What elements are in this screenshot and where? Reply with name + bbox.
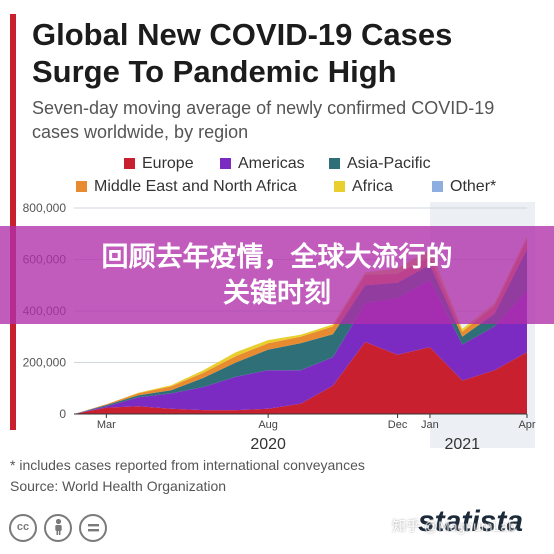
source-note: Source: World Health Organization [10, 478, 227, 494]
x-tick-label: Aug [258, 419, 278, 431]
chart-subtitle-line1: Seven-day moving average of newly confir… [32, 98, 495, 118]
accent-bar [10, 14, 16, 430]
statista-logo[interactable]: statista [418, 505, 524, 538]
x-tick-label: Apr [518, 419, 535, 431]
y-tick-label: 800,000 [23, 201, 67, 215]
chart-title: Global New COVID-19 Cases Surge To Pande… [32, 16, 542, 90]
equals-glyph [87, 524, 99, 532]
area-series-europe [74, 341, 527, 414]
year-label: 2020 [250, 436, 286, 453]
legend-swatch-americas [220, 158, 231, 169]
cc-icon[interactable]: cc [9, 514, 37, 542]
y-tick-label: 200,000 [23, 356, 67, 370]
banner-line1: 回顾去年疫情，全球大流行的 [101, 242, 453, 273]
x-tick-label: Mar [97, 419, 116, 431]
legend-swatch-africa [334, 181, 345, 192]
legend-label-americas: Americas [238, 155, 305, 172]
headline-banner: 回顾去年疫情，全球大流行的 关键时刻 [0, 226, 554, 324]
watermark: 知乎 @MagnumLab [392, 518, 516, 534]
legend-swatch-europe [124, 158, 135, 169]
banner-text: 回顾去年疫情，全球大流行的 关键时刻 [0, 240, 554, 312]
y-tick-label: 0 [59, 407, 66, 421]
year-label: 2021 [444, 436, 480, 453]
chart-title-line1: Global New COVID-19 Cases [32, 17, 453, 52]
x-tick-label: Dec [388, 419, 408, 431]
person-glyph [54, 518, 62, 535]
legend-label-mena: Middle East and North Africa [94, 178, 297, 195]
legend-swatch-mena [76, 181, 87, 192]
chart-title-line2: Surge To Pandemic High [32, 54, 397, 89]
chart-subtitle: Seven-day moving average of newly confir… [32, 96, 542, 144]
legend-label-africa: Africa [352, 178, 393, 195]
banner-line2: 关键时刻 [223, 278, 331, 309]
by-icon[interactable] [44, 514, 72, 542]
chart-subtitle-line2: cases worldwide, by region [32, 122, 249, 142]
footnote: * includes cases reported from internati… [10, 457, 365, 473]
legend-label-asia-pacific: Asia-Pacific [347, 155, 431, 172]
legend-swatch-asia-pacific [329, 158, 340, 169]
x-tick-label: Jan [421, 419, 439, 431]
legend-label-europe: Europe [142, 155, 194, 172]
nd-icon[interactable] [79, 514, 107, 542]
legend-swatch-other [432, 181, 443, 192]
legend-label-other: Other* [450, 178, 497, 195]
